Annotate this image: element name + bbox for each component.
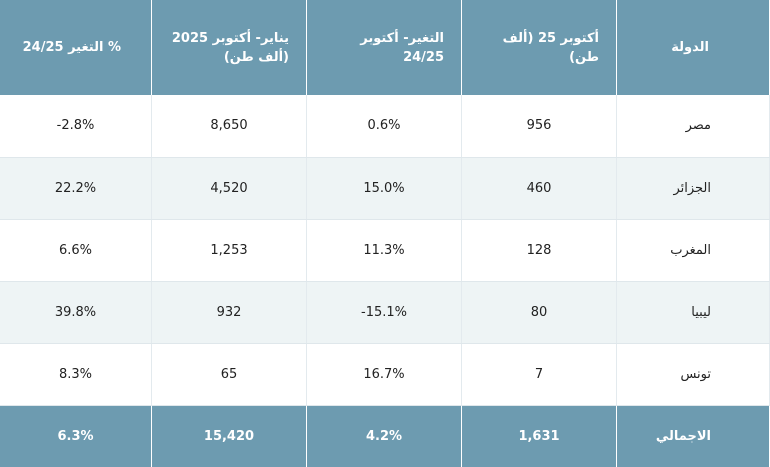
table-row: مصر 956 0.6% 8,650 2.8%- (0, 95, 770, 158)
total-row: الاجمالي 1,631 4.2% 15,420 6.3% (0, 405, 770, 467)
cell-country: المغرب (616, 219, 770, 282)
cell-ytd: 8,650 (151, 95, 307, 158)
header-country: الدولة (616, 0, 770, 95)
cell-change-oct: 15.0% (306, 157, 462, 220)
cell-change-ytd: 2.8%- (0, 95, 152, 158)
cell-change-ytd: 8.3% (0, 343, 152, 406)
table-row: تونس 7 16.7% 65 8.3% (0, 343, 770, 406)
table-row: الجزائر 460 15.0% 4,520 22.2% (0, 157, 770, 220)
cell-oct25: 7 (461, 343, 617, 406)
table-row: ليبيا 80 15.1%- 932 39.8% (0, 281, 770, 344)
table-body: مصر 956 0.6% 8,650 2.8%- الجزائر 460 15.… (0, 95, 770, 406)
header-row: الدولة أكتوبر 25 (ألف طن) التغير- أكتوبر… (0, 0, 770, 95)
table-footer: الاجمالي 1,631 4.2% 15,420 6.3% (0, 405, 770, 467)
cell-ytd: 4,520 (151, 157, 307, 220)
cell-oct25: 128 (461, 219, 617, 282)
total-oct25: 1,631 (461, 405, 617, 467)
total-change-oct: 4.2% (306, 405, 462, 467)
cell-change-oct: 11.3% (306, 219, 462, 282)
header-oct25: أكتوبر 25 (ألف طن) (461, 0, 617, 95)
cell-country: ليبيا (616, 281, 770, 344)
cell-oct25: 80 (461, 281, 617, 344)
header-change-ytd: % التغير 24/25 (0, 0, 152, 95)
cell-oct25: 460 (461, 157, 617, 220)
cell-change-oct: 0.6% (306, 95, 462, 158)
cell-change-ytd: 22.2% (0, 157, 152, 220)
total-ytd: 15,420 (151, 405, 307, 467)
cell-country: تونس (616, 343, 770, 406)
table-row: المغرب 128 11.3% 1,253 6.6% (0, 219, 770, 282)
cell-ytd: 932 (151, 281, 307, 344)
header-ytd: يناير- أكتوبر 2025 (ألف طن) (151, 0, 307, 95)
cell-ytd: 65 (151, 343, 307, 406)
cell-oct25: 956 (461, 95, 617, 158)
cell-country: مصر (616, 95, 770, 158)
cell-change-oct: 15.1%- (306, 281, 462, 344)
total-change-ytd: 6.3% (0, 405, 152, 467)
header-change-oct: التغير- أكتوبر 24/25 (306, 0, 462, 95)
cell-change-ytd: 39.8% (0, 281, 152, 344)
cell-change-ytd: 6.6% (0, 219, 152, 282)
table-header: الدولة أكتوبر 25 (ألف طن) التغير- أكتوبر… (0, 0, 770, 95)
cell-country: الجزائر (616, 157, 770, 220)
cell-change-oct: 16.7% (306, 343, 462, 406)
total-label: الاجمالي (616, 405, 770, 467)
cell-ytd: 1,253 (151, 219, 307, 282)
